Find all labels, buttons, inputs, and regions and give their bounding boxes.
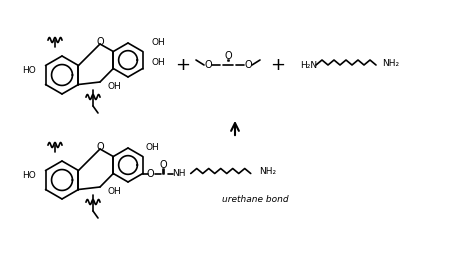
Text: O: O [244,60,252,70]
Text: O: O [147,169,155,179]
Text: NH₂: NH₂ [259,167,276,176]
Text: +: + [271,56,285,74]
Text: NH₂: NH₂ [382,59,399,67]
Text: O: O [204,60,212,70]
Text: O: O [96,37,104,47]
Text: O: O [160,160,167,169]
Text: HO: HO [22,66,36,74]
Text: OH: OH [152,38,166,46]
Text: OH: OH [145,143,159,151]
Text: urethane bond: urethane bond [222,195,288,204]
Text: O: O [224,51,232,61]
Text: O: O [96,142,104,152]
Text: +: + [175,56,191,74]
Text: H₂N: H₂N [300,60,317,69]
Text: HO: HO [22,171,36,179]
Text: OH: OH [107,186,121,195]
Text: NH: NH [172,169,185,178]
Text: OH: OH [107,81,121,90]
Text: OH: OH [152,57,166,67]
